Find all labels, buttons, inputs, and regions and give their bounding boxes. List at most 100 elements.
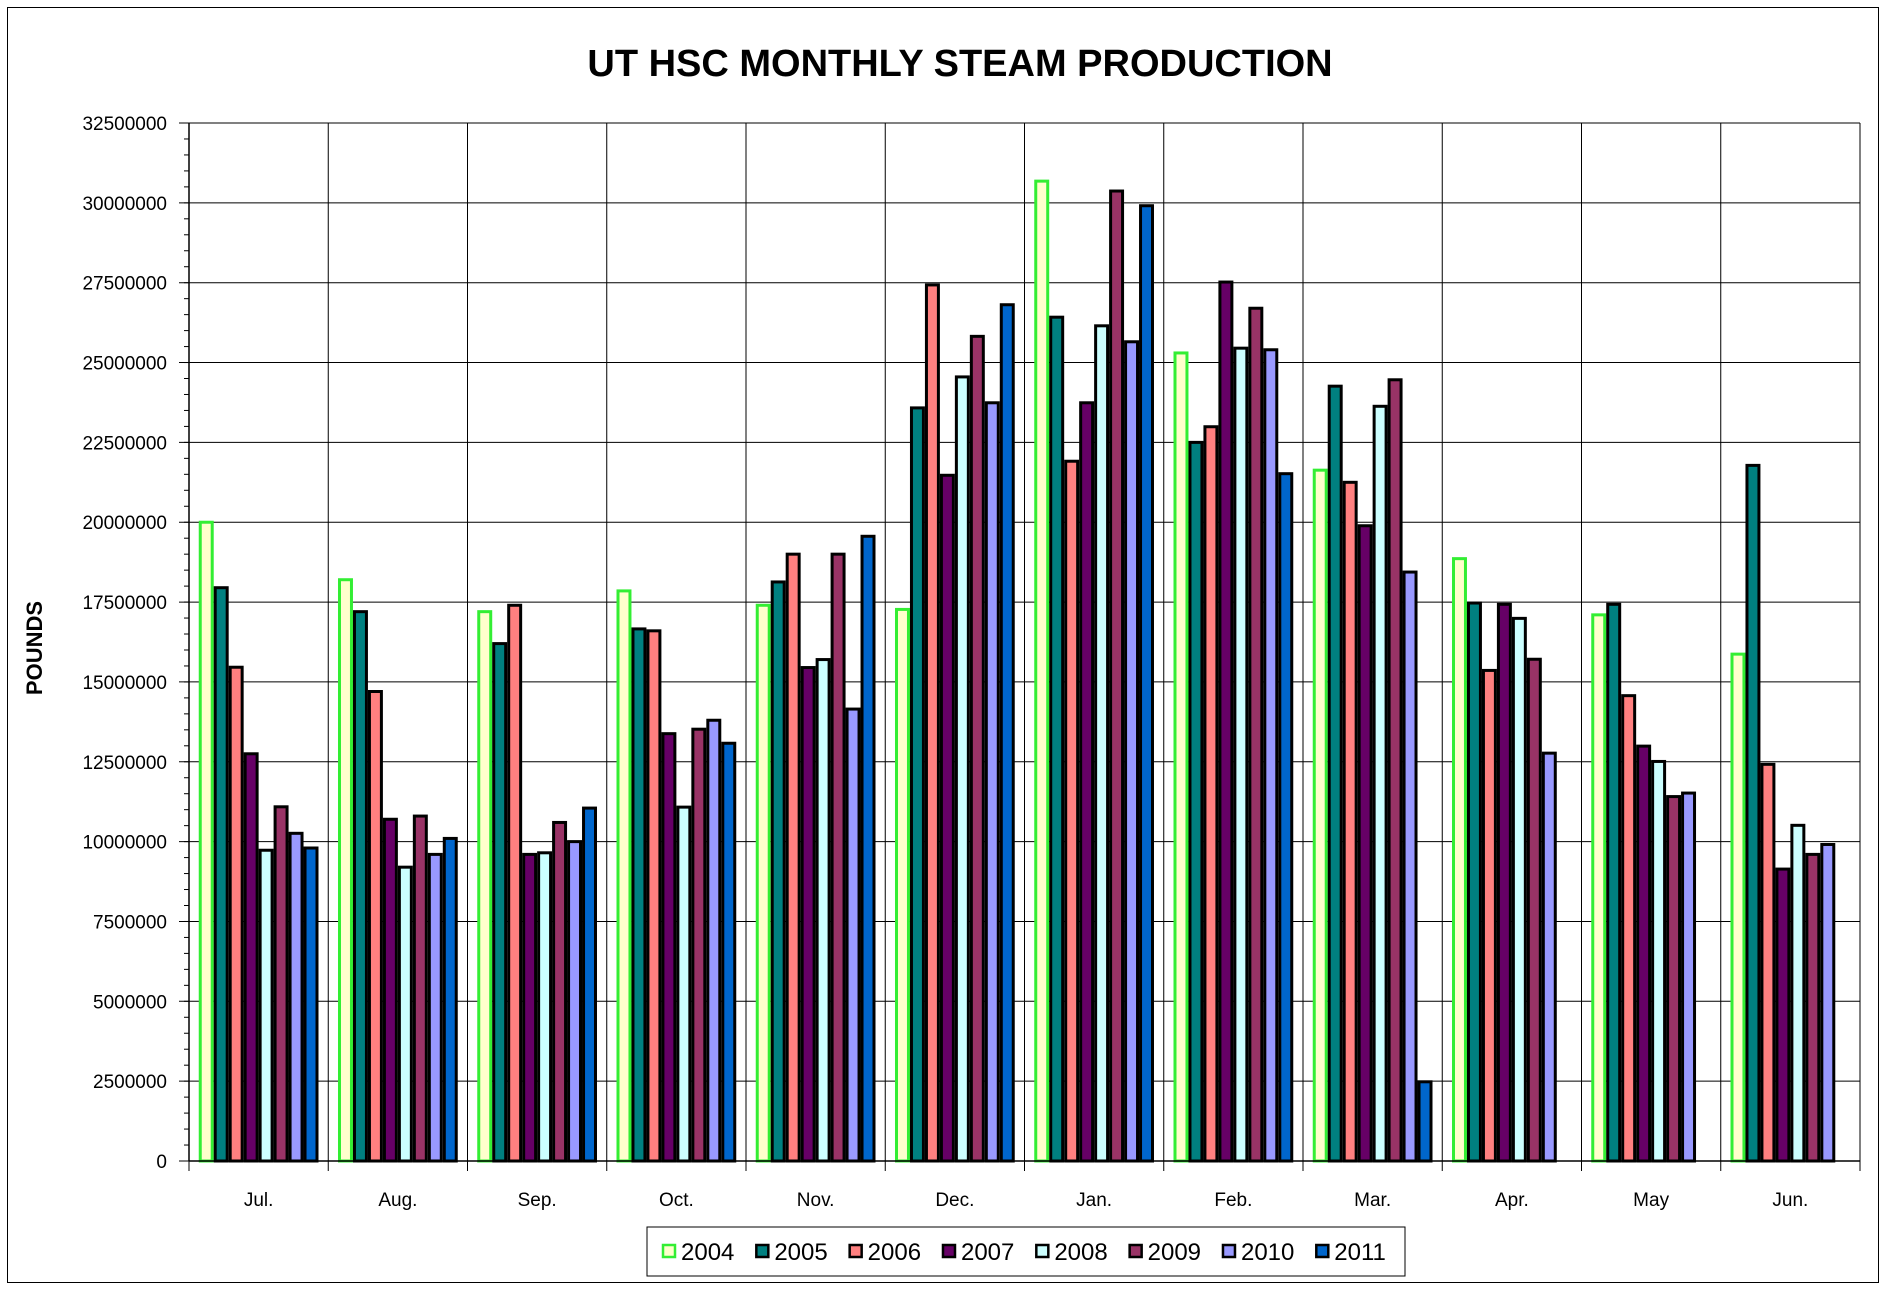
bar-2009-4 — [830, 552, 846, 1163]
bar-2010-2 — [567, 840, 583, 1163]
bar-2005-5 — [909, 406, 925, 1163]
legend-swatch-2004 — [661, 1243, 677, 1259]
grid — [179, 122, 1861, 1171]
x-tick-label: Sep. — [518, 1190, 557, 1211]
bar-2007-6 — [1079, 401, 1095, 1163]
bar-2007-2 — [522, 852, 538, 1163]
bar-2006-5 — [924, 283, 940, 1163]
bar-2005-7 — [1188, 440, 1204, 1163]
legend-label-2004: 2004 — [681, 1239, 734, 1266]
legend-swatch-2010 — [1221, 1243, 1237, 1259]
bar-2011-0 — [303, 846, 319, 1163]
bar-2008-7 — [1233, 346, 1249, 1163]
y-tick-label: 30000000 — [82, 194, 167, 215]
bar-2010-5 — [984, 401, 1000, 1163]
legend-label-2005: 2005 — [774, 1239, 827, 1266]
bars — [198, 179, 1836, 1163]
y-tick-label: 0 — [156, 1152, 167, 1173]
bar-2005-10 — [1606, 602, 1622, 1163]
legend-swatch-2009 — [1128, 1243, 1143, 1259]
bar-2010-3 — [706, 718, 722, 1163]
x-tick-label: Oct. — [659, 1190, 694, 1211]
chart-title: UT HSC MONTHLY STEAM PRODUCTION — [587, 43, 1332, 85]
y-tick-label: 20000000 — [82, 513, 167, 534]
bar-2004-0 — [198, 520, 214, 1163]
bar-2004-2 — [477, 610, 493, 1163]
axes: 0 2500000 5000000 7500000 10000000 12500000 15… — [82, 114, 1860, 1211]
y-tick-label: 7500000 — [93, 912, 167, 933]
bar-2011-2 — [582, 806, 598, 1163]
bar-2008-2 — [537, 851, 553, 1163]
x-tick-label: Jun. — [1772, 1190, 1808, 1211]
legend-label-2008: 2008 — [1054, 1239, 1107, 1266]
y-tick-label: 22500000 — [82, 433, 167, 454]
bar-2007-0 — [243, 752, 259, 1163]
bar-2009-10 — [1666, 795, 1682, 1163]
bar-2010-7 — [1263, 348, 1279, 1163]
bar-2007-5 — [939, 473, 955, 1163]
bar-2006-11 — [1760, 762, 1776, 1163]
legend-swatch-2007 — [941, 1243, 957, 1259]
bar-2010-1 — [427, 852, 443, 1163]
bar-2009-2 — [552, 820, 568, 1163]
x-tick-label: Feb. — [1214, 1190, 1252, 1211]
legend-swatch-2006 — [848, 1243, 863, 1259]
bar-2007-1 — [382, 817, 398, 1163]
bar-2004-6 — [1034, 179, 1050, 1163]
bar-2006-4 — [785, 552, 801, 1163]
bar-2006-6 — [1064, 459, 1080, 1163]
bar-2004-1 — [337, 578, 353, 1163]
bar-2010-11 — [1820, 842, 1836, 1163]
bar-2005-6 — [1049, 315, 1065, 1163]
bar-2010-9 — [1541, 751, 1557, 1163]
bar-2006-10 — [1621, 694, 1637, 1163]
bar-2010-6 — [1124, 340, 1140, 1163]
bar-2006-3 — [646, 629, 662, 1163]
bar-2010-0 — [288, 831, 304, 1163]
x-tick-label: Jul. — [244, 1190, 274, 1211]
y-tick-label: 5000000 — [93, 992, 167, 1013]
y-tick-label: 10000000 — [82, 833, 167, 854]
bar-2009-1 — [412, 814, 428, 1163]
bar-2009-0 — [273, 805, 289, 1163]
x-tick-label: May — [1633, 1190, 1669, 1211]
bar-2004-9 — [1451, 557, 1467, 1163]
bar-2007-11 — [1775, 867, 1791, 1163]
y-tick-label: 15000000 — [82, 673, 167, 694]
y-tick-label: 32500000 — [82, 114, 167, 135]
legend-box — [646, 1226, 1406, 1277]
bar-2011-5 — [999, 303, 1015, 1163]
bar-2007-7 — [1218, 280, 1234, 1163]
x-tick-label: Mar. — [1354, 1190, 1391, 1211]
x-tick-label: Dec. — [935, 1190, 974, 1211]
bar-2009-9 — [1526, 657, 1542, 1163]
bar-2009-5 — [969, 334, 985, 1163]
bar-2008-5 — [954, 375, 970, 1163]
bar-2010-4 — [845, 707, 861, 1163]
bar-2011-8 — [1417, 1080, 1433, 1163]
chart-frame — [7, 7, 1879, 1283]
bar-2008-9 — [1511, 616, 1527, 1163]
bar-2006-1 — [367, 690, 383, 1163]
bar-2011-6 — [1139, 204, 1155, 1163]
bar-2007-3 — [661, 732, 677, 1163]
bar-2007-9 — [1496, 602, 1512, 1163]
bar-2007-4 — [800, 666, 816, 1163]
bar-2005-11 — [1745, 463, 1761, 1163]
bar-2009-6 — [1109, 189, 1125, 1163]
bar-2009-3 — [691, 727, 707, 1163]
bar-2006-0 — [228, 665, 244, 1163]
bar-2011-7 — [1278, 472, 1294, 1163]
bar-2009-11 — [1805, 852, 1821, 1163]
bar-2008-4 — [815, 658, 831, 1163]
y-tick-label: 27500000 — [82, 274, 167, 295]
bar-2008-8 — [1372, 404, 1388, 1163]
bar-2004-7 — [1173, 351, 1189, 1163]
bar-2008-0 — [258, 848, 274, 1163]
bar-2008-10 — [1651, 759, 1667, 1163]
y-tick-label: 25000000 — [82, 354, 167, 375]
legend-label-2006: 2006 — [868, 1239, 921, 1266]
legend-swatch-2011 — [1315, 1243, 1330, 1259]
bar-2004-10 — [1591, 613, 1607, 1163]
y-tick-label: 2500000 — [93, 1072, 167, 1093]
